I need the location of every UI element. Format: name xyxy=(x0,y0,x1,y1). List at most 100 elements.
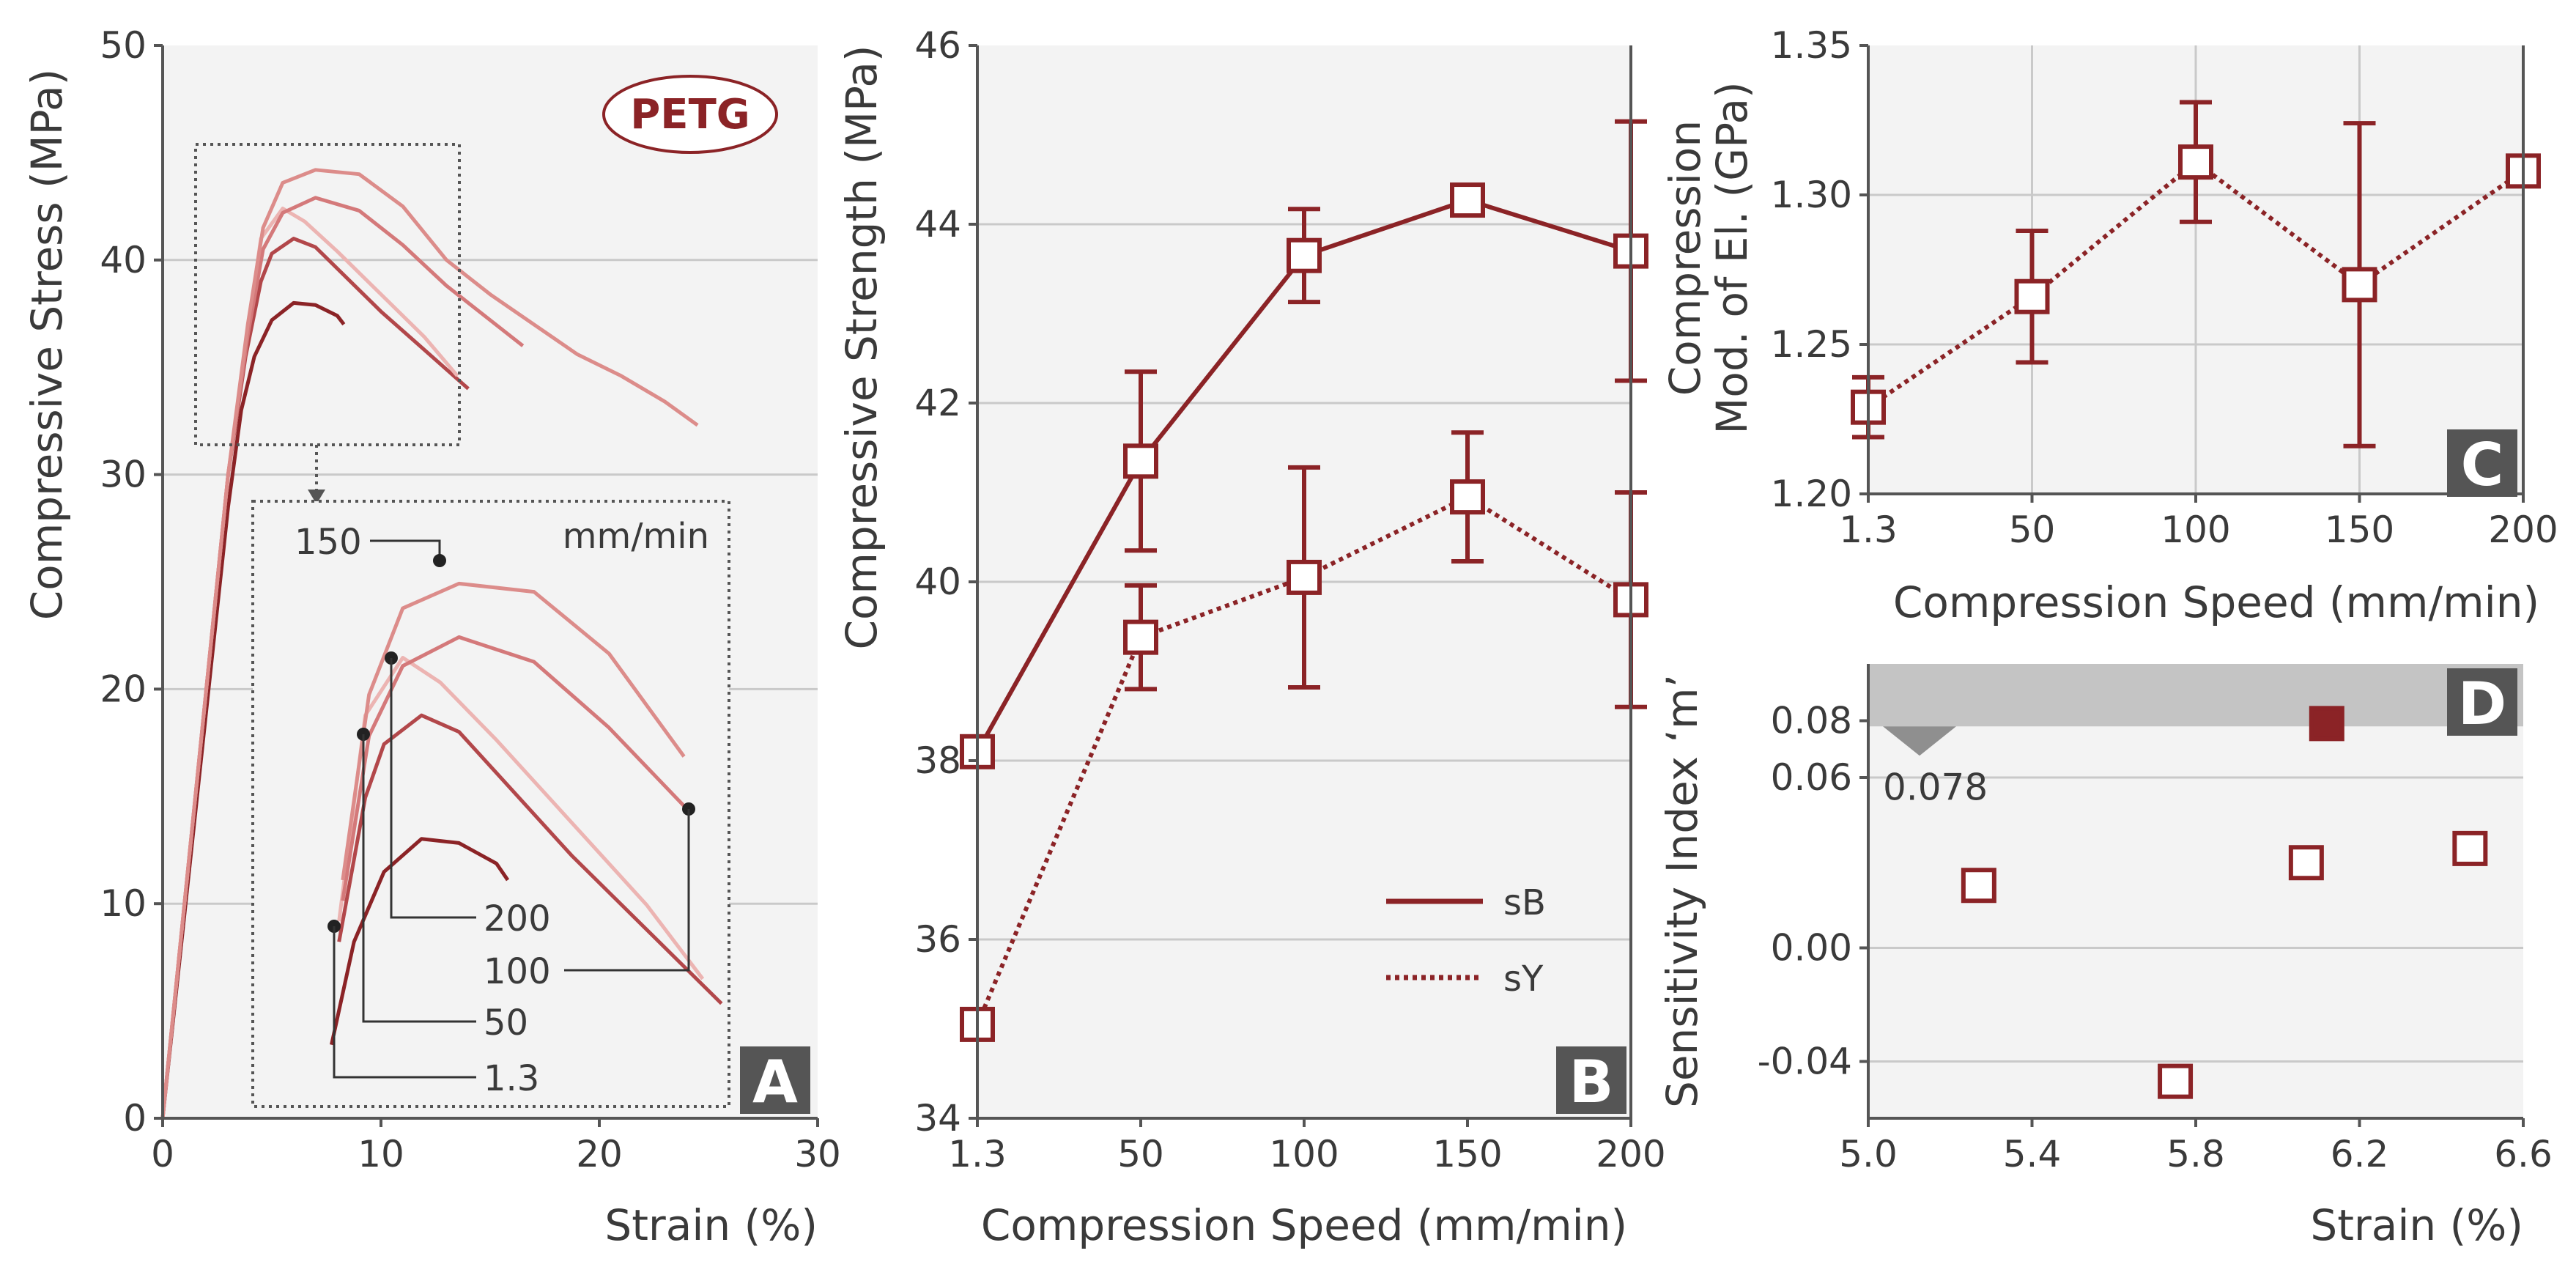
panel-a-y-tick-label: 0 xyxy=(123,1097,147,1140)
panel-b-marker xyxy=(1287,559,1322,595)
panel-c-marker xyxy=(2014,278,2050,314)
panel-a-y-tick-label: 20 xyxy=(100,668,147,710)
callout-100-leader xyxy=(564,809,690,972)
panel-c-badge xyxy=(2447,429,2517,497)
callout-50-label: 50 xyxy=(484,1002,528,1044)
callout-150-label: 150 xyxy=(295,522,362,563)
callout-1-3-leader xyxy=(333,926,476,1079)
panel-d-x-tick-label: 6.6 xyxy=(2494,1133,2553,1175)
callout-50-leader xyxy=(362,734,476,1023)
panel-c-x-label: Compression Speed (mm/min) xyxy=(1893,577,2539,627)
callout-1-3: 1.3 xyxy=(327,920,539,1099)
panel-c-marker xyxy=(2342,267,2377,303)
panel-b-x-tick-label: 100 xyxy=(1269,1133,1339,1175)
panel-d-letter: D xyxy=(2458,670,2506,738)
inset-curve-150 xyxy=(341,581,686,881)
panel-a-y-tick-label: 50 xyxy=(100,24,147,67)
panel-d-y-label: Sensitivity Index ‘m’ xyxy=(1657,674,1707,1108)
threshold-marker-icon xyxy=(1883,726,1956,756)
panel-b-x-label: Compression Speed (mm/min) xyxy=(981,1200,1627,1250)
panel-b-y-tick-label: 34 xyxy=(914,1097,961,1140)
panel-d-y-tick-label: 0.06 xyxy=(1771,756,1852,799)
panel-c-line-modulus xyxy=(1867,159,2525,410)
panel-c-y-tick-label: 1.25 xyxy=(1771,323,1852,366)
sensitivity-point xyxy=(2452,830,2488,866)
sensitivity-point xyxy=(2309,706,2344,742)
panel-b-x-tick-label: 150 xyxy=(1432,1133,1502,1175)
panel-c-y-label-line2: Mod. of El. (GPa) xyxy=(1707,81,1757,434)
callout-200-leader xyxy=(390,658,476,919)
inset-curve-50 xyxy=(337,713,723,1005)
callout-200: 200 xyxy=(385,651,551,939)
panel-b-marker xyxy=(1450,182,1485,218)
panel-d-badge xyxy=(2447,668,2517,736)
panel-b-x-tick-label: 200 xyxy=(1596,1133,1665,1175)
material-badge-outline xyxy=(602,75,778,154)
panel-b-x-tick-label: 1.3 xyxy=(948,1133,1007,1175)
inset-panel: mm/min 150 200 100 50 xyxy=(251,500,730,1108)
panel-c-x-tick-label: 200 xyxy=(2488,509,2558,551)
panel-a-x-tick-label: 30 xyxy=(794,1133,841,1175)
panel-c-y-tick-label: 1.30 xyxy=(1771,174,1852,216)
panel-b-badge xyxy=(1556,1046,1626,1114)
panel-b: 34 36 38 40 42 44 46 1.3 50 100 150 200 Compression … xyxy=(837,24,1666,1250)
legend-sb-label: sB xyxy=(1503,882,1546,923)
inset-box xyxy=(251,500,730,1108)
panel-a-x-tick-label: 0 xyxy=(151,1133,174,1175)
callout-150-dot xyxy=(433,554,446,567)
panel-a-x-label: Strain (%) xyxy=(604,1200,818,1250)
panel-b-y-tick-label: 42 xyxy=(914,382,961,424)
sensitivity-point xyxy=(2158,1063,2194,1099)
panel-a-y-tick-label: 10 xyxy=(100,882,147,925)
callout-150: 150 xyxy=(295,522,446,567)
panel-d-x-tick-label: 6.2 xyxy=(2331,1133,2389,1175)
panel-b-marker xyxy=(1123,619,1158,655)
panel-c-x-tick-label: 50 xyxy=(2009,509,2056,551)
panel-d-x-label: Strain (%) xyxy=(2310,1200,2523,1250)
zoom-region-box xyxy=(194,143,461,446)
stress-curve-150 xyxy=(160,168,699,1119)
panel-a-badge xyxy=(740,1046,810,1114)
panel-b-marker xyxy=(1287,237,1322,273)
panel-b-y-tick-label: 46 xyxy=(914,24,961,67)
panel-d-y-tick-label: 0.08 xyxy=(1771,700,1852,742)
panel-b-letter: B xyxy=(1569,1048,1614,1116)
panel-c-y-tick-label: 1.20 xyxy=(1771,473,1852,515)
panel-b-y-tick-label: 38 xyxy=(914,739,961,782)
panel-b-marker xyxy=(1450,479,1485,515)
panel-b-y-tick-label: 40 xyxy=(914,561,961,603)
panel-b-y-tick-label: 44 xyxy=(914,203,961,245)
panel-c-x-tick-label: 150 xyxy=(2325,509,2394,551)
panel-a-y-tick-label: 30 xyxy=(100,454,147,496)
panel-d-y-tick-label: -0.04 xyxy=(1758,1041,1852,1083)
panel-d-x-tick-label: 5.0 xyxy=(1839,1133,1898,1175)
panel-c-marker xyxy=(2178,144,2213,180)
panel-b-x-tick-label: 50 xyxy=(1117,1133,1164,1175)
panel-a-letter: A xyxy=(752,1048,798,1116)
panel-d: 0.078 -0.04 0.00 0.06 0.08 5.0 5.4 5.8 6.2 6.6 St… xyxy=(1657,664,2553,1250)
panel-d-y-tick-label: 0.00 xyxy=(1771,927,1852,969)
panel-a-x-tick-label: 10 xyxy=(358,1133,404,1175)
panel-d-x-tick-label: 5.4 xyxy=(2003,1133,2062,1175)
panel-a-y-tick-label: 40 xyxy=(100,239,147,281)
panel-a-y-label: Compressive Stress (MPa) xyxy=(22,69,72,620)
callout-100: 100 xyxy=(484,802,695,992)
inset-curve-100 xyxy=(337,656,705,980)
panel-c-letter: C xyxy=(2461,431,2504,499)
zoom-arrow-icon xyxy=(308,490,325,504)
material-label: PETG xyxy=(630,91,750,138)
panel-b-y-tick-label: 36 xyxy=(914,918,961,961)
sensitivity-point xyxy=(1961,868,1996,904)
panel-b-marker xyxy=(1123,443,1158,479)
panel-c-y-label-line1: Compression xyxy=(1660,120,1710,396)
panel-d-x-tick-label: 5.8 xyxy=(2166,1133,2225,1175)
panel-b-y-label: Compressive Strength (MPa) xyxy=(837,45,887,649)
panel-a: mm/min 150 200 100 50 xyxy=(22,24,841,1250)
panel-c-x-tick-label: 100 xyxy=(2161,509,2230,551)
panel-c: 1.20 1.25 1.30 1.35 1.3 50 100 150 200 Compressio… xyxy=(1660,24,2558,627)
threshold-label: 0.078 xyxy=(1883,766,1988,808)
panel-b-legend: sB sY xyxy=(1386,882,1546,1000)
panel-c-x-tick-label: 1.3 xyxy=(1839,509,1898,551)
callout-100-label: 100 xyxy=(484,951,551,992)
